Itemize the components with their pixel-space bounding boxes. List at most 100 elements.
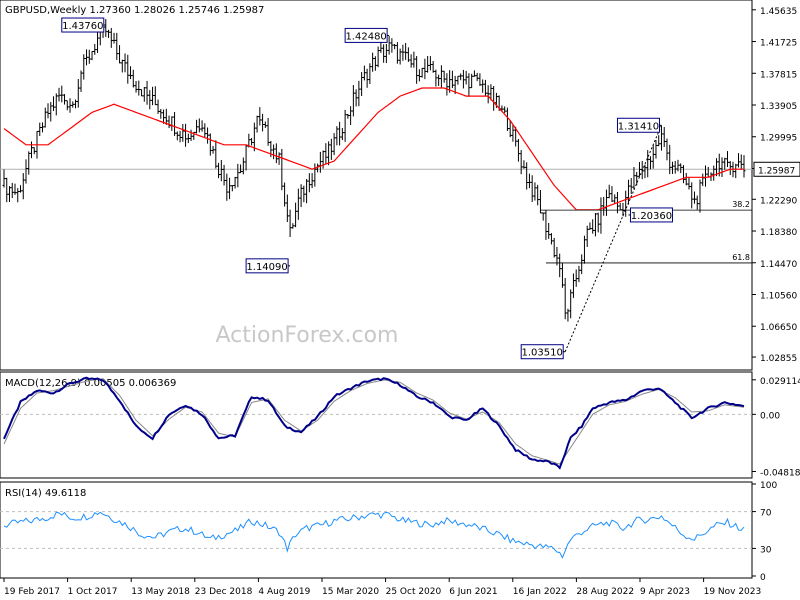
price-bar	[437, 74, 441, 86]
price-bar	[475, 72, 479, 82]
price-bar	[142, 87, 146, 102]
price-bar	[582, 235, 586, 264]
price-bar	[57, 87, 61, 102]
price-bar	[585, 225, 589, 247]
fib-level-label-0: 38.2	[732, 200, 750, 209]
price-bar	[461, 69, 465, 89]
price-y-tick-label-10: 1.06650	[760, 323, 797, 333]
price-bar	[373, 56, 377, 71]
price-bar	[549, 233, 553, 245]
price-bar	[8, 186, 12, 202]
macd-line	[3, 376, 745, 470]
x-axis-label-8: 16 Jan 2022	[513, 587, 567, 597]
price-bar	[32, 147, 36, 155]
price-series-layer: 38.2 61.8 1.43760 1.42480 1.31410 1.14090 1.20…	[0, 17, 752, 360]
price-bar	[63, 94, 67, 105]
price-bar	[637, 162, 641, 177]
price-bar	[610, 186, 614, 203]
price-bar	[393, 43, 397, 50]
price-bar	[60, 85, 64, 103]
price-bar	[357, 80, 361, 107]
price-bar	[409, 54, 413, 68]
price-bar	[404, 42, 408, 60]
price-bar	[109, 27, 113, 48]
price-bar	[349, 106, 353, 126]
price-bar	[398, 48, 402, 65]
price-bar	[85, 49, 89, 66]
price-y-tick-label-1: 1.41725	[760, 39, 797, 49]
price-bar	[712, 165, 716, 181]
price-bar	[148, 90, 152, 110]
price-bar	[679, 163, 683, 174]
price-bar	[401, 44, 405, 61]
price-bar	[681, 165, 685, 184]
x-axis-label-10: 9 Apr 2023	[640, 587, 690, 597]
price-bar	[384, 43, 388, 64]
price-bar	[5, 177, 9, 203]
price-bar	[563, 278, 567, 320]
axis-layer: 1.456351.417251.378151.339051.299951.260…	[3, 7, 800, 597]
price-bar	[327, 141, 331, 166]
price-bar	[324, 143, 328, 164]
price-bar	[54, 93, 58, 116]
price-bar	[244, 144, 248, 171]
x-axis-label-1: 1 Oct 2017	[68, 587, 118, 597]
price-bar	[371, 52, 375, 72]
price-bar	[503, 106, 507, 114]
price-bar	[10, 182, 14, 199]
price-bar	[167, 115, 171, 129]
price-bar	[728, 161, 732, 176]
price-y-tick-label-0: 1.45635	[760, 7, 797, 17]
price-bar	[591, 219, 595, 234]
price-bar	[560, 263, 564, 288]
price-bar	[307, 173, 311, 193]
price-bar	[445, 73, 449, 96]
price-bar	[382, 44, 386, 63]
macd-y-tick-label-2: -0.048189	[760, 468, 800, 478]
rsi-panel	[0, 481, 753, 579]
price-bar	[472, 70, 476, 77]
price-bar	[470, 73, 474, 89]
price-bar	[566, 308, 570, 322]
price-bar	[335, 126, 339, 146]
price-bar	[346, 113, 350, 119]
x-axis-label-5: 15 Mar 2020	[322, 587, 379, 597]
price-bar	[698, 179, 702, 213]
price-bar	[423, 58, 427, 80]
price-bar	[313, 163, 317, 187]
price-bar	[203, 123, 207, 138]
price-bar	[90, 50, 94, 61]
price-bar	[511, 124, 515, 142]
price-bar	[241, 157, 245, 175]
price-bar	[739, 154, 743, 170]
price-bar	[285, 194, 289, 223]
price-bar	[516, 138, 520, 162]
price-bar	[588, 222, 592, 230]
price-bar	[76, 78, 80, 108]
price-bar	[651, 144, 655, 169]
price-bar	[453, 75, 457, 95]
price-bar	[255, 115, 259, 133]
price-bar	[252, 122, 256, 152]
price-panel-title: GBPUSD,Weekly 1.27360 1.28026 1.25746 1.…	[5, 5, 264, 16]
price-bar	[533, 182, 537, 201]
price-bar	[250, 137, 254, 146]
price-bar	[723, 157, 727, 170]
rsi-line	[3, 511, 745, 559]
price-bar	[340, 127, 344, 141]
price-bar	[552, 237, 556, 258]
price-bar	[629, 178, 633, 195]
price-bar	[434, 69, 438, 87]
annotation-label-4: 1.20360	[631, 211, 672, 222]
price-bar	[365, 68, 369, 88]
price-bar	[153, 86, 157, 106]
price-bar	[181, 123, 185, 142]
price-bar	[646, 150, 650, 178]
price-bar	[41, 122, 45, 133]
price-bar	[131, 69, 135, 88]
price-bar	[555, 246, 559, 266]
price-bar	[668, 144, 672, 175]
price-bar	[217, 162, 221, 179]
price-bar	[115, 32, 119, 60]
